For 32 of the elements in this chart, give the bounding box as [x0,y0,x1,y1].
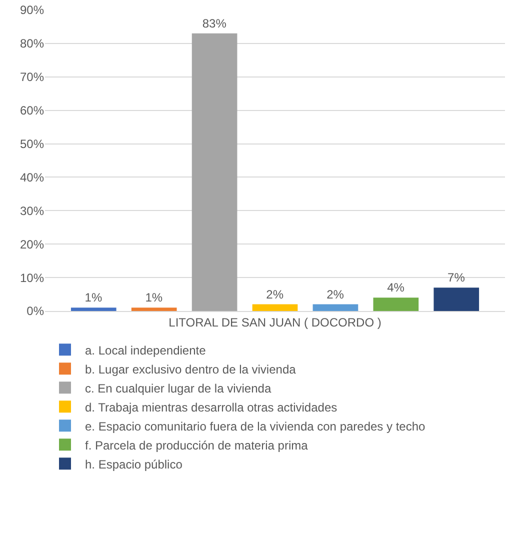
data-label: 1% [84,290,102,305]
data-label: 4% [387,280,405,295]
bar [252,304,298,311]
legend-label: d. Trabaja mientras desarrolla otras actividades [85,400,338,414]
bar [434,288,480,311]
legend-label: b. Lugar exclusivo dentro de la vivienda [85,362,296,376]
y-tick-label: 60% [20,104,44,118]
data-label: 2% [266,287,284,302]
y-tick-label: 0% [26,304,44,318]
y-tick-label: 80% [20,36,44,51]
y-tick-label: 90% [20,3,44,18]
data-label: 2% [326,287,344,302]
y-tick-label: 70% [20,70,44,84]
legend-label: c. En cualquier lugar de la vivienda [85,381,272,396]
y-tick-label: 50% [20,136,44,151]
y-tick-label: 20% [20,237,44,252]
data-label: 83% [202,16,227,30]
y-tick-label: 30% [20,204,44,218]
bar [192,33,238,311]
y-tick-label: 10% [20,270,44,285]
bar [70,308,116,311]
data-label: 7% [448,270,466,285]
legend-label: h. Espacio público [85,457,183,472]
y-tick-label: 40% [20,170,44,184]
bar [131,308,177,311]
x-tick-label: LITORAL DE SAN JUAN ( DOCORDO ) [168,315,382,330]
legend-label: e. Espacio comunitario fuera de la vivienda con paredes y techo [85,419,426,434]
legend-label: f. Parcela de producción de materia prima [85,438,308,452]
data-label: 1% [145,290,163,305]
legend-label: a. Local independiente [85,343,206,358]
bar [312,304,358,311]
bar [373,298,419,311]
